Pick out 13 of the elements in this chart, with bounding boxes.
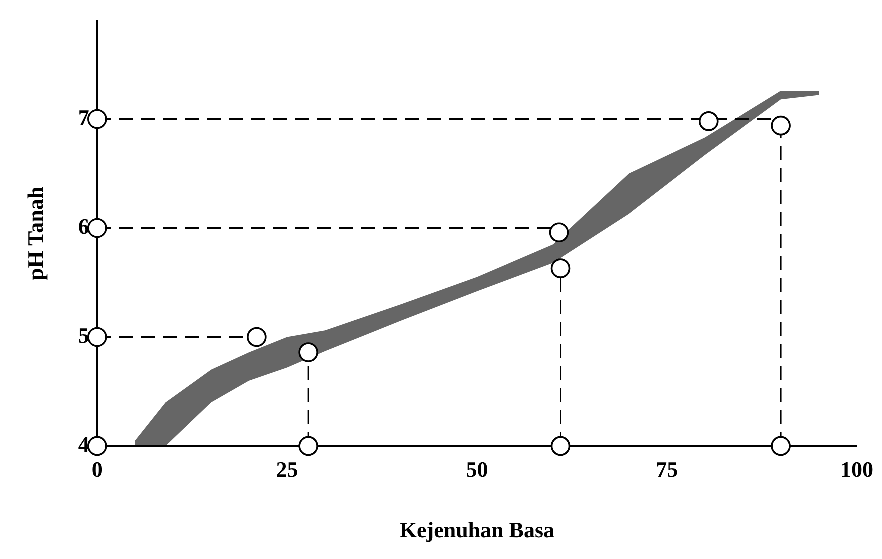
y-tick-label: 6 (78, 214, 90, 239)
x-tick-label: 25 (276, 457, 298, 482)
x-tick-label: 50 (466, 457, 488, 482)
y-tick-label: 4 (78, 432, 90, 457)
x-tick-label: 75 (656, 457, 678, 482)
y-tick-label: 7 (78, 104, 90, 130)
x-tick-label: 100 (840, 457, 874, 482)
point (771, 436, 791, 456)
y-axis-title: pH Tanah (22, 186, 48, 280)
x-axis-title: Kejenuhan Basa (400, 517, 555, 542)
x-tick-label: 0 (92, 457, 103, 482)
point (298, 342, 318, 362)
y-tick-label: 5 (78, 322, 90, 348)
